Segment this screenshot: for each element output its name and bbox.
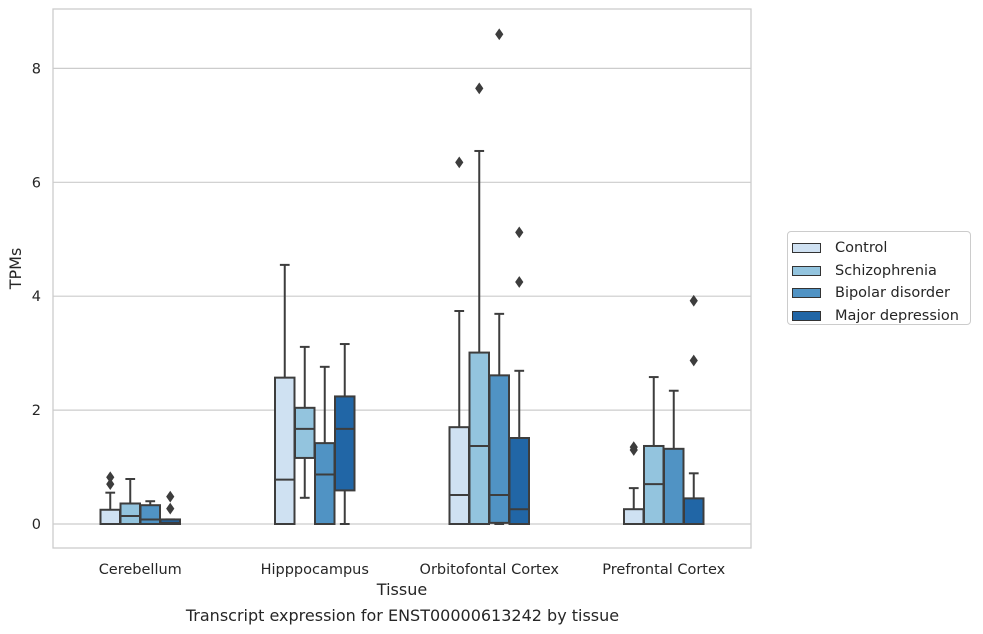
outlier-point bbox=[495, 28, 504, 41]
box-body bbox=[663, 447, 685, 525]
box-body bbox=[314, 442, 336, 526]
box-body bbox=[683, 497, 705, 525]
legend-swatch bbox=[792, 288, 821, 299]
box-0-2 bbox=[139, 500, 161, 526]
box-body bbox=[99, 508, 121, 526]
box-1-1 bbox=[294, 345, 316, 499]
box-1-3 bbox=[334, 343, 356, 525]
box-0-1 bbox=[119, 478, 141, 525]
box-2-2 bbox=[488, 28, 510, 525]
plot-frame bbox=[52, 8, 752, 549]
legend: Control Schizophrenia Bipolar disorder M… bbox=[787, 231, 971, 325]
box-2-1 bbox=[468, 82, 490, 525]
box-3-0 bbox=[623, 441, 645, 525]
y-tick-labels: 0 2 4 6 8 bbox=[32, 61, 41, 533]
outlier-point bbox=[166, 490, 175, 503]
legend-label: Bipolar disorder bbox=[835, 285, 950, 302]
y-axis-label: TPMs bbox=[6, 248, 25, 291]
box-2-3 bbox=[508, 226, 530, 525]
y-tick-label: 0 bbox=[32, 517, 41, 533]
box-body bbox=[119, 502, 141, 525]
outlier-point bbox=[106, 478, 115, 491]
box-body bbox=[274, 376, 296, 525]
box-body bbox=[623, 508, 645, 525]
legend-item-schizophrenia: Schizophrenia bbox=[792, 260, 970, 283]
legend-swatch bbox=[792, 243, 821, 254]
box-body bbox=[508, 437, 530, 525]
x-tick-label: Cerebellum bbox=[99, 562, 182, 578]
box-0-3 bbox=[159, 490, 181, 525]
outlier-point bbox=[629, 441, 638, 453]
box-2-0 bbox=[448, 156, 470, 525]
x-tick-label: Orbitofontal Cortex bbox=[420, 562, 560, 578]
box-body bbox=[159, 518, 181, 525]
outlier-point bbox=[475, 82, 484, 95]
box-1-0 bbox=[274, 263, 296, 525]
y-tick-label: 4 bbox=[32, 289, 41, 305]
x-tick-label: Prefrontal Cortex bbox=[602, 562, 725, 578]
box-1-2 bbox=[314, 365, 336, 526]
legend-item-major-depression: Major depression bbox=[792, 305, 970, 328]
box-body bbox=[139, 504, 161, 526]
y-tick-label: 6 bbox=[32, 175, 41, 191]
box-body bbox=[488, 374, 510, 524]
legend-item-control: Control bbox=[792, 237, 970, 260]
box-body bbox=[448, 426, 470, 525]
y-tick-label: 8 bbox=[32, 61, 41, 77]
outlier-point bbox=[455, 156, 464, 169]
legend-item-bipolar-disorder: Bipolar disorder bbox=[792, 282, 970, 305]
box-body bbox=[294, 406, 316, 459]
outlier-point bbox=[689, 354, 698, 367]
box-3-1 bbox=[643, 376, 665, 525]
outlier-point bbox=[515, 276, 524, 288]
legend-label: Schizophrenia bbox=[835, 262, 937, 279]
outlier-point bbox=[166, 502, 175, 515]
legend-label: Major depression bbox=[835, 307, 959, 324]
y-tick-label: 2 bbox=[32, 403, 41, 419]
outlier-point bbox=[515, 226, 524, 239]
outlier-point bbox=[106, 471, 115, 484]
legend-label: Control bbox=[835, 240, 888, 257]
x-tick-label: Hipppocampus bbox=[261, 562, 369, 578]
outlier-point bbox=[689, 294, 698, 307]
x-axis-label: Tissue bbox=[376, 580, 427, 599]
legend-swatch bbox=[792, 265, 821, 276]
box-body bbox=[468, 351, 490, 525]
x-tick-labels: Cerebellum Hipppocampus Orbitofontal Corte… bbox=[99, 562, 726, 578]
box-3-2 bbox=[663, 389, 685, 525]
box-body bbox=[334, 395, 356, 492]
chart-caption: Transcript expression for ENST0000061324… bbox=[185, 606, 620, 625]
box-0-0 bbox=[99, 471, 121, 526]
boxes bbox=[99, 28, 705, 526]
box-3-3 bbox=[683, 294, 705, 525]
legend-swatch bbox=[792, 310, 821, 321]
